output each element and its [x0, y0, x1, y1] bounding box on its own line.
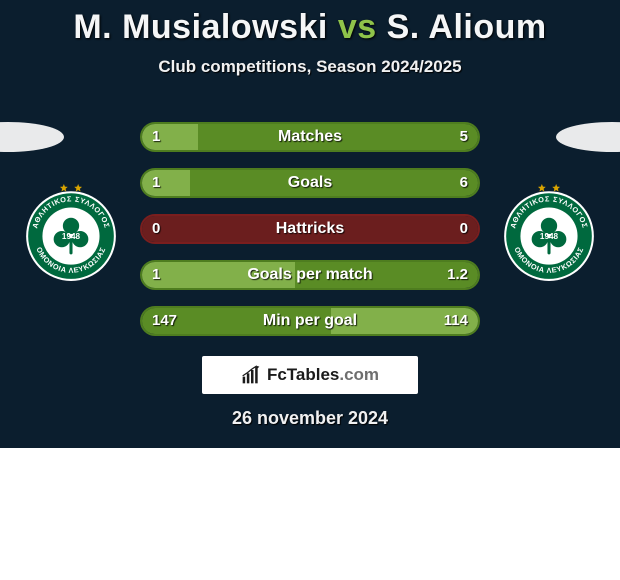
stat-bar: 1 Goals per match 1.2 [140, 260, 480, 290]
player2-name: S. Alioum [387, 8, 547, 46]
player1-club-crest: ΑΘΛΗΤΙΚΟΣ ΣΥΛΛΟΓΟΣ ΟΜΟΝΟΙΑ ΛΕΥΚΩΣΙΑΣ 194… [20, 181, 122, 283]
player2-club-crest: ΑΘΛΗΤΙΚΟΣ ΣΥΛΛΟΓΟΣ ΟΜΟΝΟΙΑ ΛΕΥΚΩΣΙΑΣ 194… [498, 181, 600, 283]
stat-value-right: 0 [460, 216, 468, 242]
stats-bars: 1 Matches 5 1 Goals 6 0 Hattricks 0 1 Go… [140, 122, 480, 352]
player1-name: M. Musialowski [73, 8, 328, 46]
page-title: M. Musialowski vs S. Alioum [0, 0, 620, 47]
stat-bar: 1 Goals 6 [140, 168, 480, 198]
comparison-card: M. Musialowski vs S. Alioum Club competi… [0, 0, 620, 448]
stat-value-right: 114 [444, 308, 468, 334]
svg-text:1948: 1948 [540, 232, 559, 241]
watermark-text: FcTables.com [267, 365, 379, 385]
player1-silhouette-placeholder [0, 122, 64, 152]
vs-separator: vs [338, 8, 377, 46]
stat-value-right: 6 [460, 170, 468, 196]
stat-label: Hattricks [142, 216, 478, 242]
stat-label: Min per goal [142, 308, 478, 334]
subtitle: Club competitions, Season 2024/2025 [0, 57, 620, 77]
watermark: FcTables.com [202, 356, 418, 394]
stat-value-right: 5 [460, 124, 468, 150]
player2-silhouette-placeholder [556, 122, 620, 152]
watermark-chart-icon [241, 365, 261, 385]
watermark-suffix: .com [339, 365, 379, 384]
stat-bar: 147 Min per goal 114 [140, 306, 480, 336]
stat-label: Matches [142, 124, 478, 150]
stat-value-right: 1.2 [447, 262, 468, 288]
stat-label: Goals per match [142, 262, 478, 288]
svg-text:1948: 1948 [62, 232, 81, 241]
stat-label: Goals [142, 170, 478, 196]
stat-bar: 1 Matches 5 [140, 122, 480, 152]
stat-bar: 0 Hattricks 0 [140, 214, 480, 244]
watermark-brand: FcTables [267, 365, 339, 384]
date-text: 26 november 2024 [0, 408, 620, 429]
